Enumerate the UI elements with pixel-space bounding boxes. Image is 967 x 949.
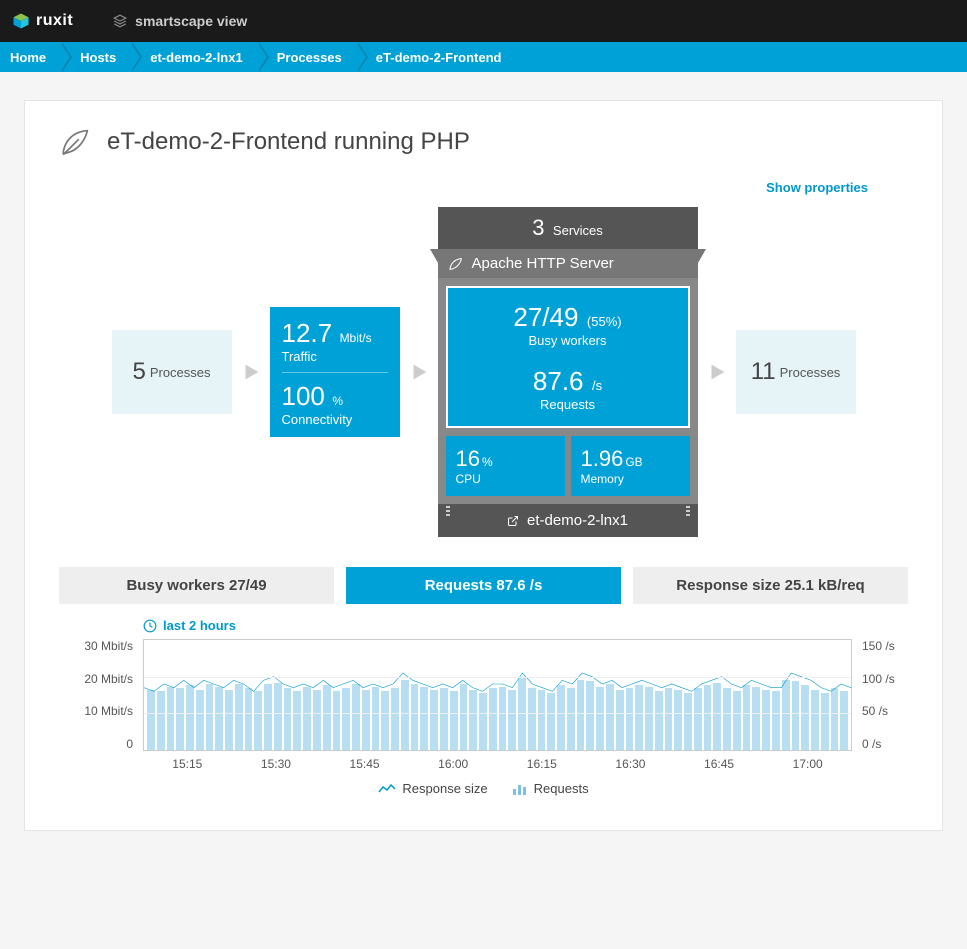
metric-tab[interactable]: Requests 87.6 /s — [346, 567, 621, 604]
grid-line — [144, 713, 851, 714]
services-value: 3 — [532, 215, 544, 240]
x-axis: 15:1515:3015:4516:0016:1516:3016:4517:00 — [143, 757, 852, 771]
bar-chart-icon — [512, 783, 528, 795]
y-right-tick: 100 /s — [862, 672, 908, 686]
apache-server-header[interactable]: Apache HTTP Server — [438, 249, 698, 278]
left-processes-box[interactable]: 5 Processes — [112, 330, 232, 414]
y-right-tick: 50 /s — [862, 704, 908, 718]
busy-workers-pct: (55%) — [587, 314, 622, 329]
connectivity-unit: % — [332, 394, 343, 408]
breadcrumb-item[interactable]: Processes — [257, 42, 356, 72]
feather-icon — [59, 125, 93, 159]
y-axis-left: 30 Mbit/s 20 Mbit/s 10 Mbit/s 0 — [59, 639, 143, 751]
y-left-tick: 30 Mbit/s — [59, 639, 133, 653]
left-processes-label: Processes — [150, 365, 211, 380]
services-label: Services — [553, 223, 603, 238]
legend-response-size[interactable]: Response size — [378, 781, 487, 796]
cpu-unit: % — [482, 455, 493, 469]
feather-icon — [448, 256, 464, 272]
chart-plot[interactable] — [143, 639, 852, 751]
x-tick: 16:15 — [498, 757, 587, 771]
x-tick: 16:30 — [586, 757, 675, 771]
cpu-value: 16 — [456, 446, 480, 471]
y-axis-right: 150 /s 100 /s 50 /s 0 /s — [852, 639, 908, 751]
apache-card: 3 Services Apache HTTP Server 27/49 (55%… — [438, 207, 698, 537]
metric-tabs: Busy workers 27/49 Requests 87.6 /s Respon… — [59, 567, 908, 604]
memory-cell[interactable]: 1.96GB Memory — [571, 436, 690, 496]
cpu-cell[interactable]: 16% CPU — [446, 436, 565, 496]
right-processes-box[interactable]: 11 Processes — [736, 330, 856, 414]
brand-text: ruxit — [36, 12, 73, 30]
y-left-tick: 20 Mbit/s — [59, 672, 133, 686]
page-title: eT-demo-2-Frontend running PHP — [107, 128, 470, 156]
host-footer[interactable]: et-demo-2-lnx1 — [438, 504, 698, 537]
services-header[interactable]: 3 Services — [438, 207, 698, 249]
traffic-box[interactable]: 12.7 Mbit/s Traffic 100 % Connectivity — [270, 307, 400, 437]
legend-requests[interactable]: Requests — [512, 781, 589, 796]
apache-main-stats[interactable]: 27/49 (55%) Busy workers 87.6 /s Request… — [446, 286, 690, 428]
timeframe-label: last 2 hours — [163, 618, 236, 633]
chart-container: last 2 hours 30 Mbit/s 20 Mbit/s 10 Mbit/s… — [59, 618, 908, 796]
metric-tab[interactable]: Response size 25.1 kB/req — [633, 567, 908, 604]
grid-line — [144, 677, 851, 678]
x-tick: 17:00 — [763, 757, 852, 771]
memory-value: 1.96 — [581, 446, 624, 471]
breadcrumb-item[interactable]: et-demo-2-lnx1 — [130, 42, 256, 72]
chart-legend: Response size Requests — [59, 781, 908, 796]
line-chart-icon — [378, 783, 396, 795]
x-tick: 15:45 — [320, 757, 409, 771]
external-link-icon — [507, 515, 519, 527]
arrow-right-icon — [240, 358, 262, 386]
brand-logo[interactable]: ruxit — [12, 12, 73, 30]
topbar: ruxit smartscape view — [0, 0, 967, 42]
smartscape-label: smartscape view — [135, 13, 247, 29]
smartscape-view-link[interactable]: smartscape view — [113, 13, 247, 29]
connectivity-value: 100 — [282, 381, 325, 411]
y-left-tick: 0 — [59, 737, 133, 751]
y-right-tick: 0 /s — [862, 737, 908, 751]
main-panel: eT-demo-2-Frontend running PHP Show prop… — [24, 100, 943, 831]
traffic-value: 12.7 — [282, 318, 333, 348]
show-properties-link[interactable]: Show properties — [766, 180, 868, 195]
requests-label: Requests — [462, 397, 674, 412]
x-tick: 15:15 — [143, 757, 232, 771]
x-tick: 16:45 — [675, 757, 764, 771]
drag-handle-icon — [446, 506, 450, 516]
breadcrumb-item[interactable]: Home — [0, 42, 60, 72]
connectivity-label: Connectivity — [282, 412, 388, 427]
breadcrumb-item[interactable]: eT-demo-2-Frontend — [356, 42, 516, 72]
layers-icon — [113, 14, 127, 28]
requests-value: 87.6 — [533, 366, 584, 396]
right-processes-value: 11 — [751, 358, 776, 386]
left-processes-value: 5 — [132, 358, 145, 386]
requests-unit: /s — [592, 378, 602, 393]
x-tick: 15:30 — [232, 757, 321, 771]
timeframe-selector[interactable]: last 2 hours — [143, 618, 908, 633]
right-processes-label: Processes — [780, 365, 841, 380]
traffic-unit: Mbit/s — [340, 331, 372, 345]
busy-workers-label: Busy workers — [462, 333, 674, 348]
clock-icon — [143, 619, 157, 633]
x-tick: 16:00 — [409, 757, 498, 771]
breadcrumb: HomeHostset-demo-2-lnx1ProcesseseT-demo-… — [0, 42, 967, 72]
metric-tab[interactable]: Busy workers 27/49 — [59, 567, 334, 604]
drag-handle-icon — [686, 506, 690, 516]
memory-unit: GB — [625, 455, 642, 469]
legend-response-size-label: Response size — [402, 781, 487, 796]
arrow-right-icon — [408, 358, 430, 386]
cpu-label: CPU — [456, 472, 555, 486]
smartscape-row: 5 Processes 12.7 Mbit/s Traffic 100 % Co… — [59, 207, 908, 537]
traffic-label: Traffic — [282, 349, 388, 364]
apache-server-name: Apache HTTP Server — [472, 255, 614, 272]
busy-workers-value: 27/49 — [513, 302, 578, 332]
y-right-tick: 150 /s — [862, 639, 908, 653]
legend-requests-label: Requests — [534, 781, 589, 796]
arrow-right-icon — [706, 358, 728, 386]
cube-icon — [12, 12, 30, 30]
host-name: et-demo-2-lnx1 — [527, 512, 628, 529]
y-left-tick: 10 Mbit/s — [59, 704, 133, 718]
memory-label: Memory — [581, 472, 680, 486]
